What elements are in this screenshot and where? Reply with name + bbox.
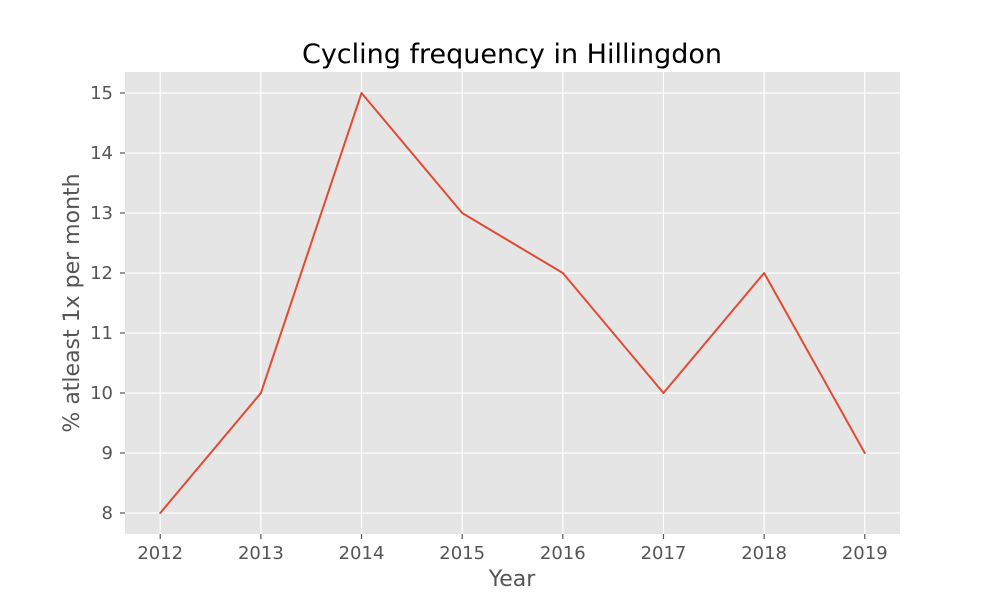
y-tick-label: 15 bbox=[90, 83, 113, 104]
x-tick-label: 2018 bbox=[741, 543, 787, 564]
y-tick-label: 8 bbox=[102, 503, 113, 524]
grid bbox=[125, 72, 900, 534]
x-tick-label: 2017 bbox=[641, 543, 687, 564]
y-tick-label: 10 bbox=[90, 383, 113, 404]
x-tick-label: 2016 bbox=[540, 543, 586, 564]
series-layer bbox=[159, 92, 866, 514]
x-tick-label: 2015 bbox=[439, 543, 485, 564]
series-line-0 bbox=[159, 92, 866, 514]
chart-title: Cycling frequency in Hillingdon bbox=[302, 39, 722, 70]
plot-background bbox=[125, 72, 900, 534]
y-tick-label: 12 bbox=[90, 263, 113, 284]
x-tick-label: 2012 bbox=[137, 543, 183, 564]
x-tick-label: 2013 bbox=[238, 543, 284, 564]
x-tick-label: 2019 bbox=[842, 543, 888, 564]
y-tick-label: 11 bbox=[90, 323, 113, 344]
x-tick-label: 2014 bbox=[339, 543, 385, 564]
y-tick-label: 9 bbox=[102, 443, 113, 464]
y-tick-label: 14 bbox=[90, 143, 113, 164]
y-axis-label: % atleast 1x per month bbox=[60, 173, 85, 432]
axis-ticks: 2012 2013 2014 2015 2016 2017 2018 2019 8 9 10 11 12… bbox=[90, 83, 888, 564]
y-tick-label: 13 bbox=[90, 203, 113, 224]
x-axis-label: Year bbox=[488, 567, 537, 592]
